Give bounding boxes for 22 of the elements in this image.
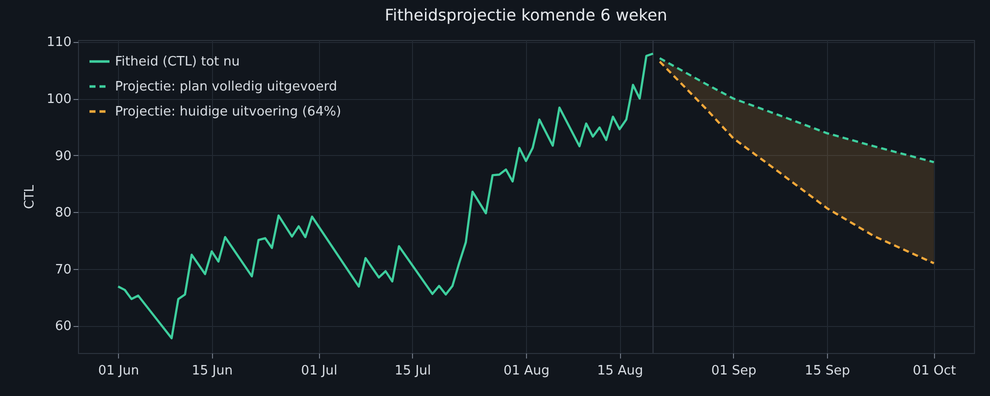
y-tick-label: 60: [54, 319, 72, 334]
y-tick-label: 80: [54, 206, 72, 221]
x-tick-label: 01 Jun: [98, 364, 140, 378]
x-tick-label: 01 Jul: [301, 364, 338, 378]
x-tick-label: 15 Jul: [394, 364, 432, 378]
x-tick-label: 15 Sep: [804, 364, 850, 378]
y-tick-label: 100: [46, 92, 72, 108]
line-series: [117, 52, 654, 340]
y-tick-label: 70: [54, 262, 72, 278]
line-series: [658, 57, 935, 164]
x-tick-label: 01 Oct: [912, 364, 956, 378]
x-tick-label: 15 Aug: [597, 364, 644, 378]
legend-label: Projectie: plan volledig uitgevoerd: [115, 80, 338, 94]
legend-label: Fitheid (CTL) tot nu: [115, 54, 240, 70]
x-tick-label: 15 Jun: [192, 364, 233, 378]
y-tick-label: 90: [54, 148, 72, 164]
legend-label: Projectie: huidige uitvoering (64%): [115, 104, 342, 120]
x-tick-label: 01 Sep: [711, 364, 756, 378]
x-tick-label: 01 Aug: [503, 364, 550, 378]
y-axis-title: CTL: [22, 184, 38, 210]
y-tick-label: 110: [46, 35, 72, 50]
chart-title: Fitheidsprojectie komende 6 weken: [384, 6, 668, 25]
